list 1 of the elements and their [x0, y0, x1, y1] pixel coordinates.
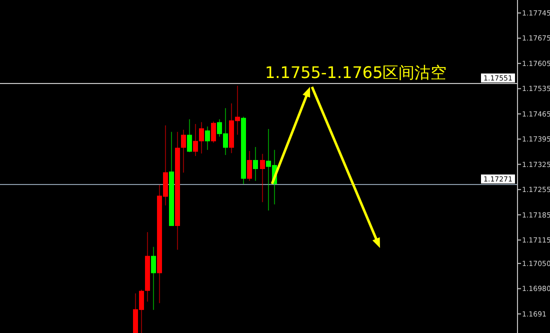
annotation: 1.1755-1.1765区间沽空 — [265, 63, 447, 82]
